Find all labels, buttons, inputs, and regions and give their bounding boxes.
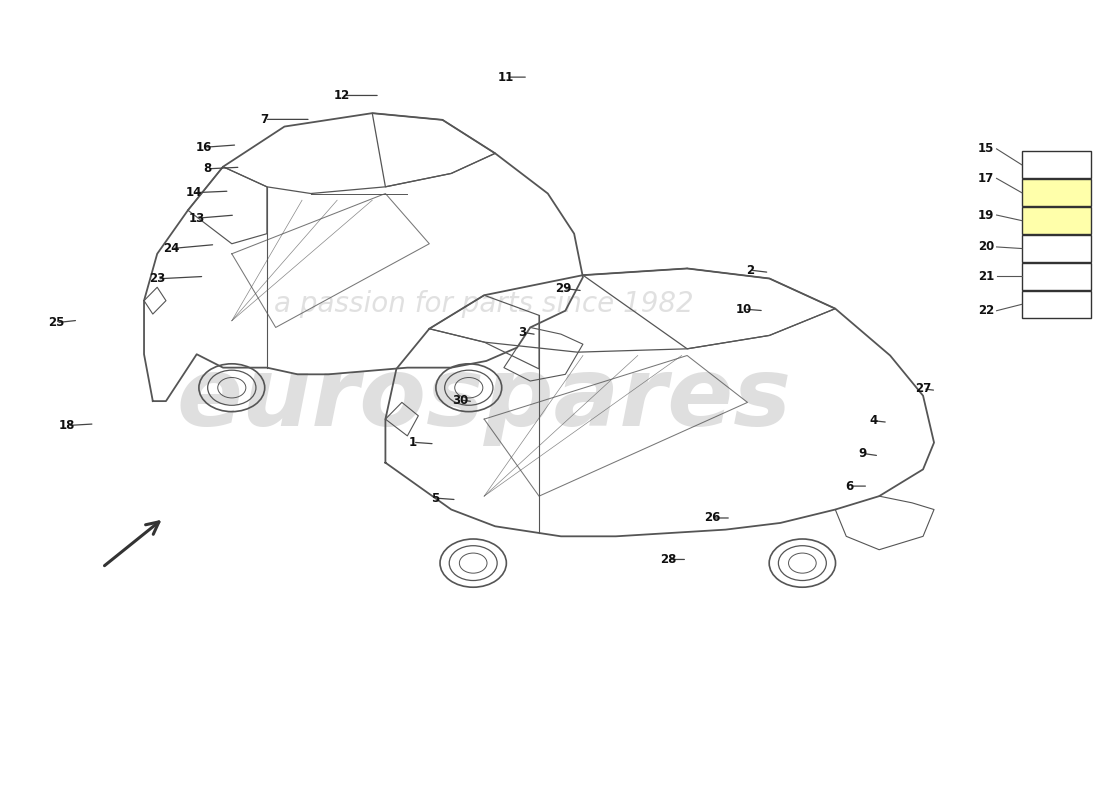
Bar <box>1022 151 1091 178</box>
Text: 11: 11 <box>498 70 514 84</box>
Text: 29: 29 <box>556 282 571 295</box>
Text: 12: 12 <box>333 89 350 102</box>
Text: 30: 30 <box>452 394 469 406</box>
Text: 13: 13 <box>188 212 205 225</box>
Text: 4: 4 <box>870 414 878 427</box>
Text: 26: 26 <box>704 511 720 525</box>
Text: 23: 23 <box>150 272 165 286</box>
Text: 24: 24 <box>163 242 179 255</box>
Text: 17: 17 <box>978 172 994 185</box>
Bar <box>1022 235 1091 262</box>
Text: 10: 10 <box>736 302 752 316</box>
Text: 9: 9 <box>859 447 867 460</box>
Bar <box>1022 290 1091 318</box>
Text: 20: 20 <box>978 241 994 254</box>
Text: 1: 1 <box>409 436 417 449</box>
Text: 14: 14 <box>185 186 201 199</box>
Text: 5: 5 <box>431 491 439 505</box>
Text: a passion for parts since 1982: a passion for parts since 1982 <box>274 290 694 318</box>
Text: 25: 25 <box>48 316 65 329</box>
Text: 7: 7 <box>261 113 268 126</box>
Text: 19: 19 <box>978 209 994 222</box>
Text: 2: 2 <box>746 263 754 277</box>
Text: 18: 18 <box>59 419 76 432</box>
Text: 16: 16 <box>196 141 212 154</box>
Text: 6: 6 <box>846 479 854 493</box>
Bar <box>1022 263 1091 290</box>
Text: eurospares: eurospares <box>177 354 792 446</box>
Text: 8: 8 <box>204 162 212 175</box>
Bar <box>1022 207 1091 234</box>
Bar <box>1022 179 1091 206</box>
Text: 28: 28 <box>660 553 676 566</box>
Text: 22: 22 <box>978 304 994 318</box>
Text: 27: 27 <box>915 382 932 395</box>
Text: 15: 15 <box>978 142 994 155</box>
Text: 21: 21 <box>978 270 994 283</box>
Text: 3: 3 <box>518 326 527 338</box>
